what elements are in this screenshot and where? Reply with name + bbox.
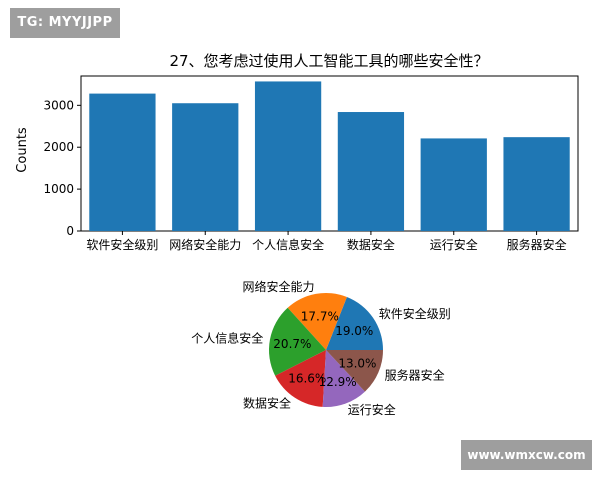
pie-slice-3: [275, 350, 326, 407]
pie-chart: 19.0%17.7% 20.7% 16.6%12.9% 13.0% 软件安全级别 网络安…: [191, 279, 451, 417]
y-tick-label: 3000: [43, 98, 74, 112]
pie-value-label: 12.9%: [319, 375, 357, 389]
x-tick-label: 网络安全能力: [169, 237, 241, 252]
pie-value-label: 19.0%: [335, 324, 373, 338]
plot-frame: [80, 75, 579, 232]
bar-1: [172, 103, 239, 231]
bar-chart-title: 27、您考虑过使用人工智能工具的哪些安全性？: [169, 52, 488, 70]
pie-slice-0: [326, 296, 383, 350]
pie-value-label: 13.0%: [338, 357, 376, 371]
bar-3: [337, 112, 405, 231]
y-tick-label: 2000: [43, 140, 74, 154]
pie-slice-4: [322, 350, 365, 407]
pie-category-label: 服务器安全: [385, 367, 445, 382]
pie-value-label: 16.6%: [288, 372, 326, 386]
pie-slice-5: [326, 350, 383, 392]
bar-5: [503, 137, 570, 231]
pie-category-label: 数据安全: [243, 395, 291, 410]
bar-0: [89, 93, 156, 231]
x-tick-label: 服务器安全: [507, 237, 567, 252]
pie-category-label: 软件安全级别: [379, 306, 451, 321]
x-tick-label: 个人信息安全: [252, 237, 324, 252]
x-tick-label: 软件安全级别: [86, 237, 158, 252]
bar-4: [420, 138, 487, 231]
bar-chart: 27、您考虑过使用人工智能工具的哪些安全性？ Counts 0 1000 2000 3…: [15, 52, 579, 252]
pie-category-label: 运行安全: [348, 402, 396, 417]
bar-2: [254, 81, 322, 231]
pie-value-label: 17.7%: [301, 309, 339, 323]
pie-value-label: 20.7%: [273, 337, 311, 351]
y-axis-label: Counts: [15, 127, 30, 173]
watermark-bottom-right: www.wmxcw.com: [461, 440, 592, 470]
pie-slice-1: [287, 293, 347, 350]
x-tick-label: 运行安全: [430, 237, 478, 252]
pie-slice-2: [269, 307, 326, 376]
y-tick-label: 0: [66, 224, 74, 238]
y-tick-label: 1000: [43, 182, 74, 196]
x-tick-label: 数据安全: [347, 237, 395, 252]
pie-category-label: 个人信息安全: [191, 330, 263, 345]
watermark-top-left: TG: MYYJJPP: [10, 8, 120, 38]
pie-category-label: 网络安全能力: [243, 279, 315, 294]
